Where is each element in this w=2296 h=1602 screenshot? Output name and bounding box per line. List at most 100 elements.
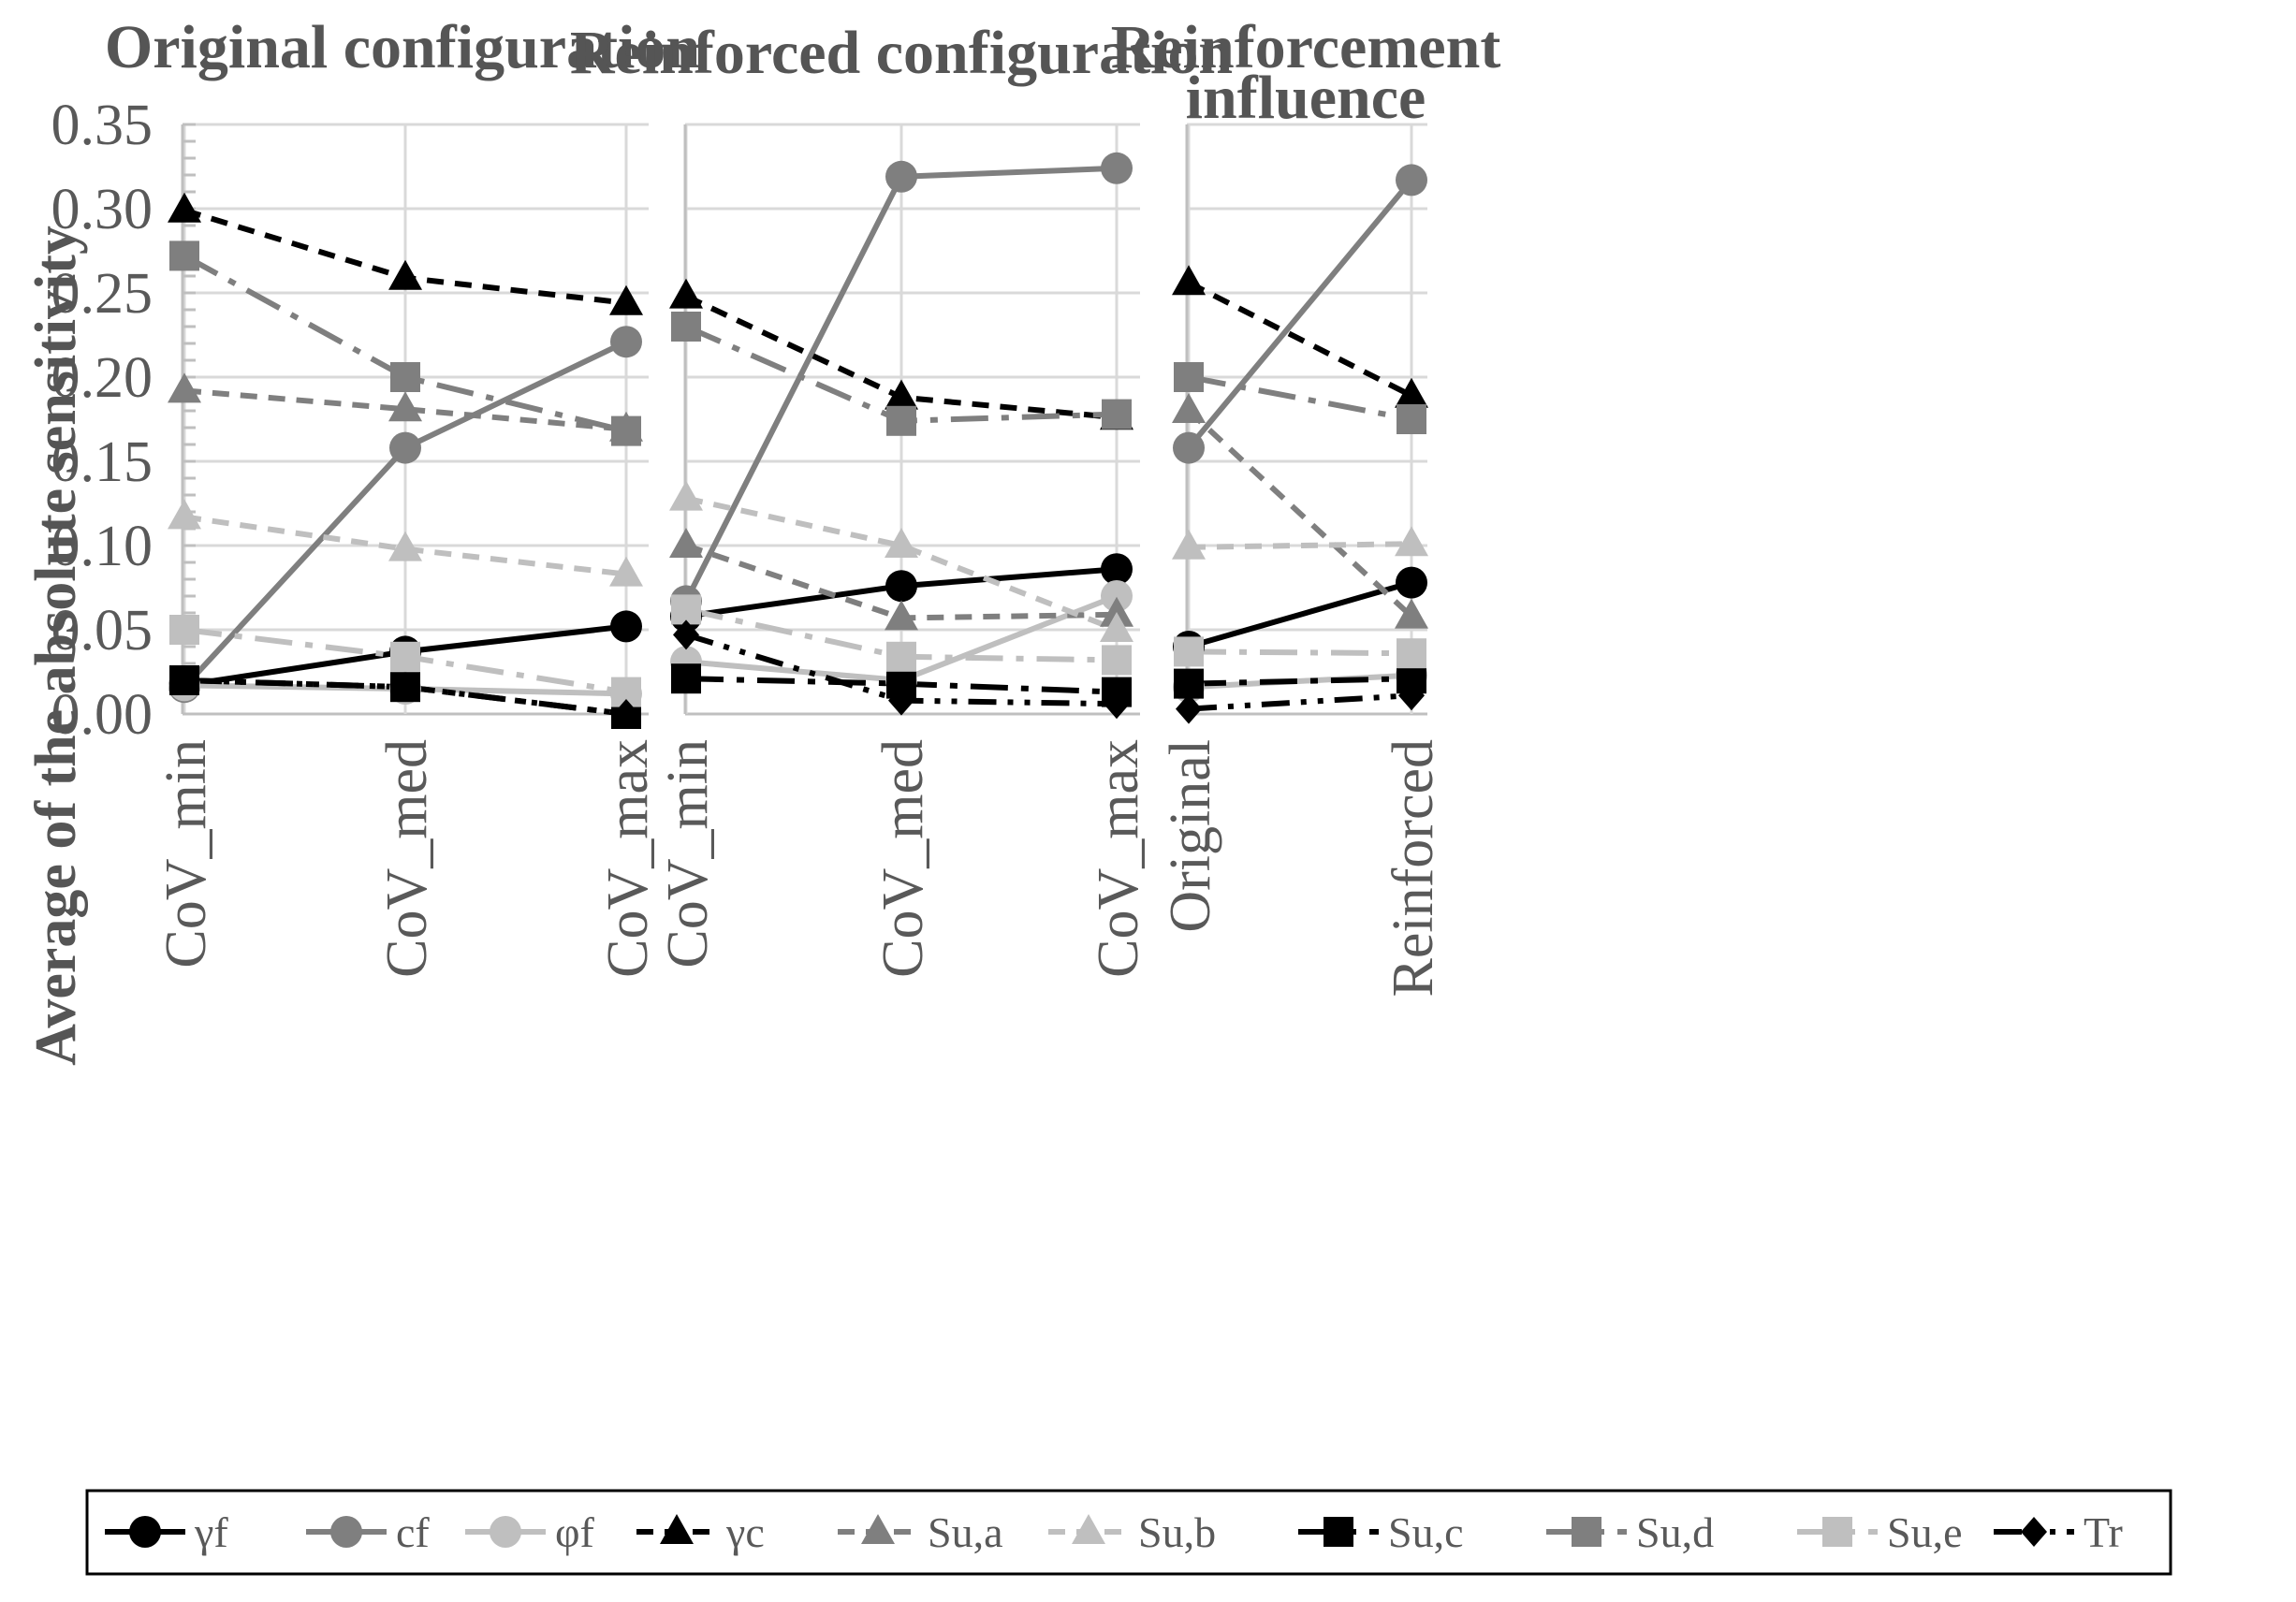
data-point-gamma-f — [885, 570, 917, 603]
legend-marker-swatch — [1072, 1514, 1105, 1544]
chart-panel-1: Original configuration CoV_min CoV_med CoV_… — [105, 13, 700, 978]
panel-title: Reinforced configuration — [570, 19, 1233, 87]
y-tick-label: 0.15 — [51, 430, 154, 494]
data-point-tr — [1176, 693, 1202, 724]
legend-label: γc — [725, 1508, 765, 1556]
data-point-su-c — [671, 663, 701, 694]
data-point-gamma-f — [1101, 553, 1133, 586]
data-point-su-e — [169, 615, 199, 645]
y-tick-label: 0.30 — [51, 178, 154, 241]
series-line-su-c — [1188, 676, 1412, 687]
data-point-su-a — [1395, 598, 1428, 629]
data-point-tr — [673, 619, 699, 650]
y-axis-title: Average of the absolute sensitivity — [24, 226, 88, 1066]
legend-marker-swatch — [490, 1516, 521, 1548]
data-point-cf — [1173, 431, 1205, 464]
data-point-phi-f — [1101, 580, 1133, 612]
x-tick-label: CoV_min — [656, 739, 720, 968]
data-point-gamma-c — [388, 259, 422, 290]
data-point-gamma-c — [1172, 265, 1206, 296]
x-tick-label: CoV_med — [375, 739, 439, 978]
y-tick-label: 0.20 — [51, 346, 154, 410]
chart-panels: Original configuration CoV_min CoV_med CoV_… — [51, 13, 1501, 997]
series-line-su-d — [183, 253, 627, 434]
data-point-su-d — [1102, 399, 1132, 430]
data-point-su-e — [390, 641, 420, 672]
data-point-gamma-c — [168, 192, 201, 223]
y-tick-labels: 0.00 0.05 0.10 0.15 0.20 0.25 0.30 0.35 — [51, 94, 154, 747]
data-point-su-b — [1172, 529, 1206, 560]
data-point-tr — [392, 672, 418, 703]
legend-item-su-a: Su,a — [838, 1508, 1003, 1556]
legend-label: Su,e — [1887, 1508, 1963, 1556]
legend-label: Tr — [2084, 1508, 2123, 1556]
legend-item-cf: cf — [306, 1508, 430, 1556]
data-point-cf — [885, 160, 917, 193]
legend-label: Su,b — [1138, 1508, 1216, 1556]
series-line-su-a — [183, 387, 627, 432]
data-point-su-d — [1174, 362, 1204, 392]
panel-title: Original configuration — [105, 13, 700, 81]
legend-item-gamma-f: γf — [105, 1508, 228, 1556]
legend-label: Su,a — [928, 1508, 1003, 1556]
data-point-su-d — [1397, 404, 1426, 434]
data-point-cf — [1101, 152, 1133, 184]
legend-marker-swatch — [129, 1516, 161, 1548]
data-point-su-a — [669, 528, 703, 558]
legend-item-gamma-c: γc — [636, 1508, 765, 1556]
series-line-su-b — [1188, 541, 1412, 550]
data-point-su-e — [1397, 638, 1426, 669]
series-line-su-a — [1186, 408, 1414, 619]
legend-label: γf — [194, 1508, 228, 1556]
data-point-su-e — [671, 594, 701, 625]
data-point-gamma-c — [609, 284, 643, 315]
legend-label: Su,c — [1388, 1508, 1464, 1556]
legend-marker-swatch — [1572, 1517, 1601, 1547]
data-point-gamma-c — [669, 278, 703, 309]
panel-title: Reinforcement — [1111, 13, 1501, 81]
data-point-su-d — [886, 405, 916, 436]
data-point-cf — [1396, 164, 1427, 197]
legend-item-tr: Tr — [1994, 1508, 2123, 1556]
data-point-gamma-c — [1395, 377, 1428, 408]
x-tick-label: CoV_max — [596, 739, 660, 978]
y-tick-label: 0.05 — [51, 599, 154, 663]
data-point-tr — [888, 685, 914, 716]
series-line-gamma-c — [1187, 280, 1413, 399]
data-point-gamma-f — [610, 610, 642, 643]
data-point-su-b — [885, 528, 918, 558]
y-tick-label: 0.00 — [51, 683, 154, 747]
x-tick-label: Original — [1159, 739, 1222, 933]
legend-item-su-d: Su,d — [1546, 1508, 1714, 1556]
data-point-su-d — [169, 240, 199, 271]
legend-marker-swatch — [330, 1516, 362, 1548]
legend-item-su-c: Su,c — [1298, 1508, 1464, 1556]
data-point-su-a — [1172, 393, 1206, 423]
x-tick-label: CoV_med — [871, 739, 935, 978]
data-point-tr — [1104, 689, 1130, 720]
legend-marker-swatch — [1323, 1517, 1353, 1547]
data-point-tr — [171, 665, 197, 695]
data-point-su-a — [1100, 596, 1133, 627]
data-point-cf — [389, 431, 421, 464]
series-line-su-b — [183, 514, 627, 577]
legend-label: Su,d — [1636, 1508, 1714, 1556]
data-point-su-a — [388, 391, 422, 422]
legend-marker-swatch — [2021, 1517, 2047, 1547]
data-point-su-d — [671, 312, 701, 342]
data-point-su-a — [168, 372, 201, 403]
data-point-su-b — [609, 556, 643, 587]
data-point-su-d — [611, 415, 641, 446]
legend-item-su-b: Su,b — [1048, 1508, 1216, 1556]
series-line-cf — [1186, 178, 1414, 450]
series-line-tr — [1188, 692, 1412, 712]
y-tick-label: 0.25 — [51, 262, 154, 326]
data-point-su-b — [1395, 526, 1428, 557]
data-point-su-e — [1102, 645, 1132, 676]
legend-marker-swatch — [1822, 1517, 1852, 1547]
data-point-su-b — [388, 531, 422, 561]
data-point-gamma-c — [885, 379, 918, 410]
data-point-tr — [613, 699, 639, 729]
